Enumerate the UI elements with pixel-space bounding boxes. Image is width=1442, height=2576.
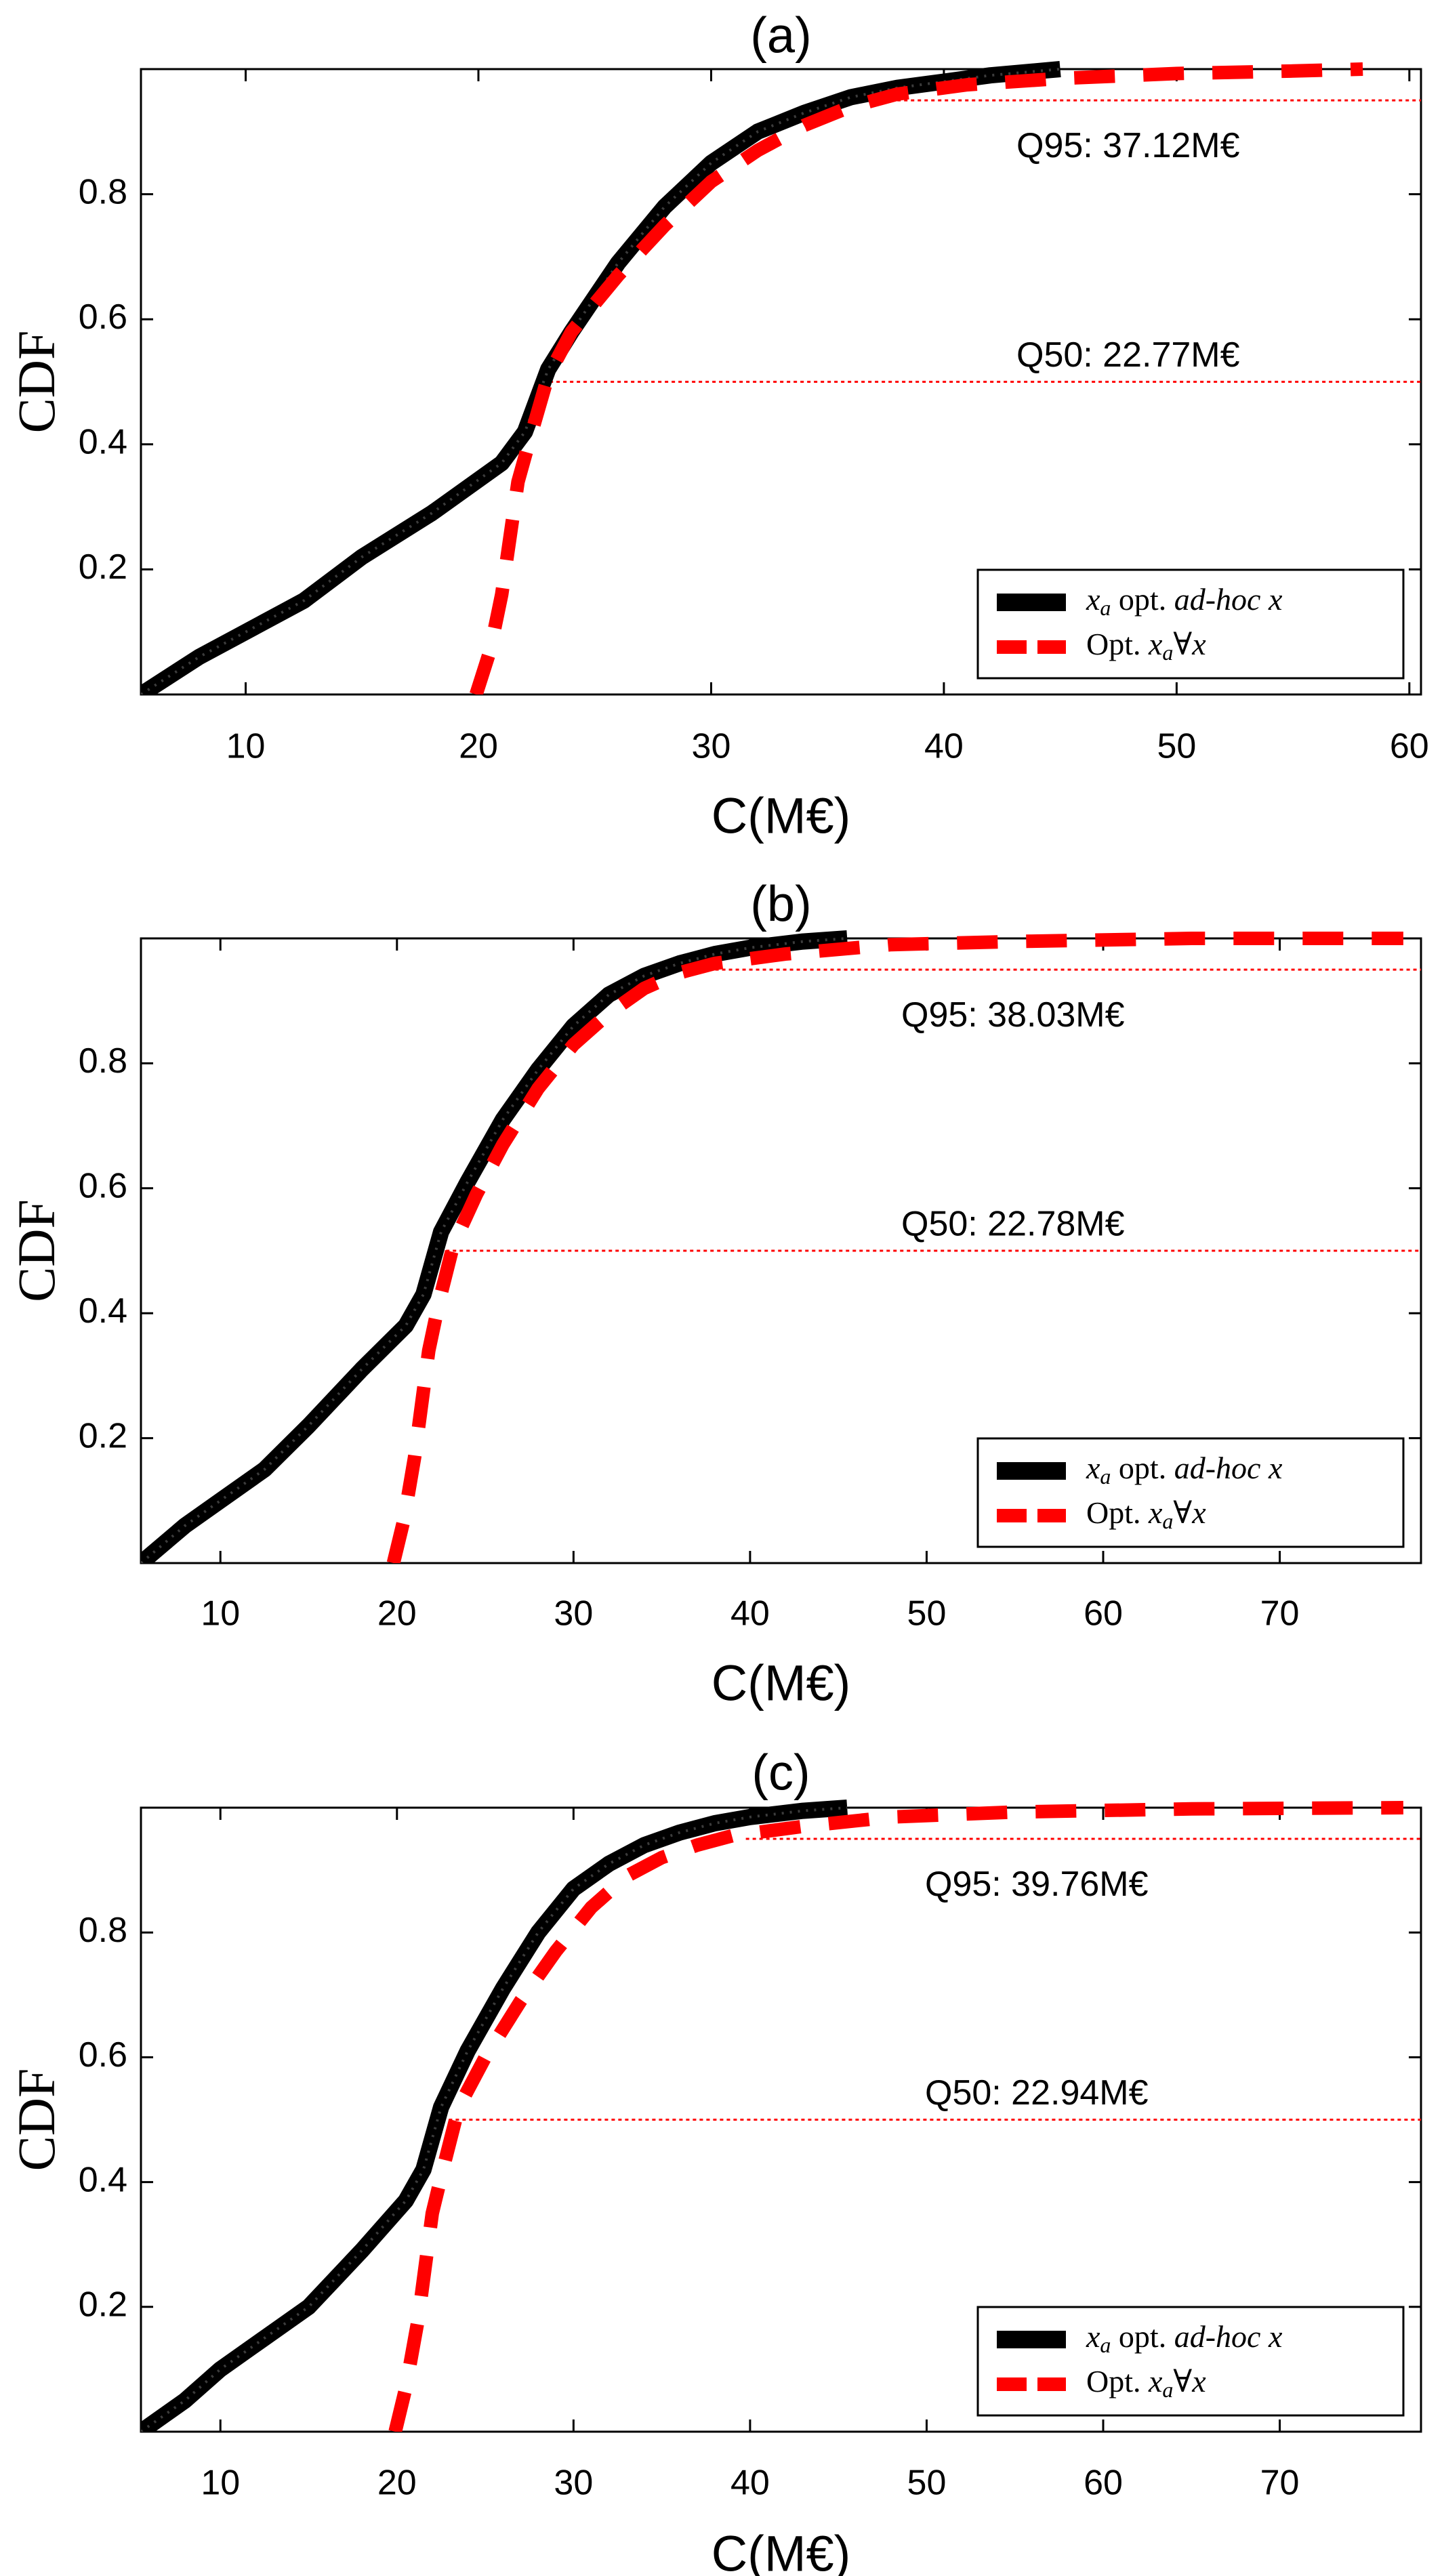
x-tick-label: 60: [1084, 2464, 1123, 2503]
x-tick-label: 50: [907, 1594, 947, 1634]
x-tick-label: 30: [692, 727, 731, 766]
x-tick-label: 50: [1157, 727, 1196, 766]
x-axis-label: C(M€): [712, 1655, 851, 1711]
y-tick-label: 0.4: [79, 423, 127, 462]
chart-panel-c: (c) 10 20 30 40 50 60 70 0.2 0.4 0.6 0.8 C(M€) CDF Q95…: [7, 1745, 1422, 2576]
x-tick-label: 10: [201, 2464, 240, 2503]
chart-panel-b: (b) 10 20 30 40 50 60 70 0.2 0.4 0.6 0.8 C(M€) CDF Q95…: [7, 876, 1422, 1711]
quantile-label-q50: Q50: 22.78M€: [901, 1205, 1125, 1244]
y-tick-label: 0.4: [79, 2160, 127, 2199]
x-tick-label: 30: [554, 1594, 593, 1634]
quantile-label-q95: Q95: 39.76M€: [925, 1865, 1149, 1904]
x-tick-label: 10: [226, 727, 266, 766]
x-tick-label: 70: [1260, 2464, 1300, 2503]
legend-entry-opt: Opt. xa∀x: [1086, 2364, 1206, 2403]
quantile-label-q50: Q50: 22.77M€: [1016, 335, 1240, 375]
y-tick-label: 0.6: [79, 297, 127, 337]
series-line-opt: [388, 1801, 1403, 2432]
y-axis-label: CDF: [7, 2069, 66, 2172]
x-tick-label: 50: [907, 2464, 947, 2503]
chart-title: (a): [750, 7, 811, 64]
legend: xa opt. ad-hoc x Opt. xa∀x: [976, 568, 1405, 680]
y-tick-label: 0.6: [79, 2035, 127, 2075]
x-axis-label: C(M€): [712, 2526, 851, 2576]
legend-box: [976, 1437, 1405, 1548]
legend-entry-opt: Opt. xa∀x: [1086, 1495, 1206, 1534]
series-line-adhoc-texture: [141, 1806, 848, 2432]
legend-entry-opt: Opt. xa∀x: [1086, 627, 1206, 665]
legend-entry-adhoc: xa opt. ad-hoc x: [1086, 582, 1283, 621]
legend-entry-adhoc: xa opt. ad-hoc x: [1086, 2319, 1283, 2358]
chart-title: (b): [750, 876, 811, 932]
x-tick-label: 20: [377, 1594, 417, 1634]
series-line-opt: [386, 932, 1403, 1563]
x-tick-label: 20: [459, 727, 498, 766]
x-tick-label: 40: [730, 2464, 770, 2503]
y-tick-label: 0.2: [79, 547, 127, 587]
quantile-label-q95: Q95: 38.03M€: [901, 995, 1125, 1035]
y-tick-label: 0.8: [79, 172, 127, 211]
x-tick-label: 60: [1084, 1594, 1123, 1634]
y-axis-label: CDF: [7, 1199, 66, 1302]
y-tick-label: 0.2: [79, 1416, 127, 1455]
x-tick-label: 10: [201, 1594, 240, 1634]
quantile-label-q95: Q95: 37.12M€: [1016, 126, 1240, 165]
y-tick-label: 0.8: [79, 1911, 127, 1950]
series-line-opt: [470, 62, 1363, 694]
y-tick-label: 0.6: [79, 1167, 127, 1206]
y-tick-label: 0.2: [79, 2285, 127, 2325]
x-tick-label: 30: [554, 2464, 593, 2503]
y-tick-label: 0.4: [79, 1291, 127, 1331]
chart-title: (c): [751, 1745, 810, 1801]
x-tick-label: 40: [924, 727, 964, 766]
legend: xa opt. ad-hoc x Opt. xa∀x: [976, 1437, 1405, 1548]
y-tick-label: 0.8: [79, 1041, 127, 1081]
x-tick-label: 60: [1390, 727, 1429, 766]
legend-box: [976, 2306, 1405, 2417]
series-group: [141, 930, 1403, 1563]
quantile-label-q50: Q50: 22.94M€: [925, 2073, 1149, 2113]
legend-entry-adhoc: xa opt. ad-hoc x: [1086, 1451, 1283, 1489]
series-group: [141, 61, 1363, 694]
x-axis-label: C(M€): [712, 788, 851, 844]
legend: xa opt. ad-hoc x Opt. xa∀x: [976, 2306, 1405, 2417]
series-line-adhoc: [141, 930, 848, 1563]
legend-box: [976, 568, 1405, 680]
x-tick-label: 40: [730, 1594, 770, 1634]
series-group: [141, 1800, 1403, 2432]
x-tick-label: 70: [1260, 1594, 1300, 1634]
y-axis-label: CDF: [7, 331, 66, 434]
x-tick-label: 20: [377, 2464, 417, 2503]
chart-panel-a: (a) 10 20 30 40 50 60 0.2 0.4 0.6 0.8 C(M€) CDF Q95: …: [7, 7, 1429, 844]
